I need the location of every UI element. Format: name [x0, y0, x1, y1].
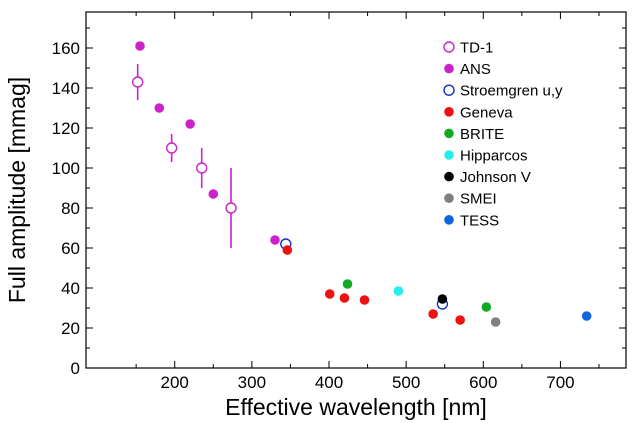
x-axis-title: Effective wavelength [nm]: [225, 394, 487, 420]
geneva-point: [324, 289, 335, 299]
legend-marker-johnson-v: [444, 171, 454, 182]
y-tick-label: 0: [71, 359, 80, 378]
legend-label-tess: TESS: [460, 212, 499, 229]
tess-point: [581, 311, 592, 321]
y-tick-label: 140: [52, 79, 80, 98]
ans-point: [154, 103, 165, 113]
data-points: [131, 41, 592, 327]
legend-label-stroemgren-u-y: Stroemgren u,y: [460, 83, 563, 100]
legend-label-ans: ANS: [460, 61, 491, 78]
legend-label-johnson-v: Johnson V: [460, 169, 531, 186]
geneva-point: [455, 315, 465, 325]
legend-label-hipparcos: Hipparcos: [460, 148, 528, 165]
td-1-point: [165, 142, 178, 154]
x-tick-label: 700: [546, 373, 574, 392]
legend-marker-ans: [444, 63, 454, 74]
smei-point: [490, 317, 501, 327]
td-1-point: [196, 162, 208, 174]
y-tick-label: 160: [52, 39, 80, 58]
legend-marker-tess: [444, 215, 454, 225]
legend-label-td-1: TD-1: [460, 40, 493, 57]
x-tick-label: 600: [469, 373, 497, 392]
geneva-point: [359, 295, 370, 305]
y-tick-label: 100: [52, 159, 80, 178]
legend-label-smei: SMEI: [460, 191, 497, 208]
legend-marker-brite: [444, 128, 454, 139]
plot-frame: [85, 11, 627, 369]
ans-point: [270, 235, 280, 245]
legend: TD-1 ANS Stroemgren u,y Geneva BRITE Hipparco…: [443, 40, 563, 229]
y-tick-label: 20: [61, 319, 80, 338]
x-tick-label: 500: [392, 373, 420, 392]
x-tick-label: 300: [238, 373, 266, 392]
legend-marker-smei: [444, 193, 454, 203]
axis-tick-labels: 200 300 400 500 600 700 0 20 40 60 80 100 120 140 160: [52, 39, 575, 392]
td-1-point: [131, 76, 144, 88]
legend-marker-stroemgren-u-y: [443, 84, 455, 96]
geneva-point: [282, 245, 293, 255]
geneva-point: [428, 309, 438, 319]
legend-marker-td-1: [443, 41, 455, 53]
y-tick-label: 80: [61, 199, 80, 218]
brite-point: [481, 302, 492, 312]
y-axis-title: Full amplitude [mmag]: [4, 77, 30, 303]
y-tick-label: 60: [61, 239, 80, 258]
brite-point: [342, 279, 353, 289]
legend-marker-hipparcos: [444, 150, 454, 160]
td-1-point: [225, 202, 237, 214]
y-tick-label: 40: [61, 279, 80, 298]
legend-label-geneva: Geneva: [460, 104, 513, 121]
hipparcos-point: [393, 286, 404, 296]
ans-point: [208, 189, 219, 199]
x-tick-label: 400: [315, 373, 343, 392]
geneva-point: [339, 293, 350, 303]
axis-ticks: [86, 12, 626, 369]
ans-point: [185, 119, 195, 129]
y-tick-label: 120: [52, 119, 80, 138]
legend-marker-geneva: [444, 107, 454, 117]
legend-label-brite: BRITE: [460, 126, 504, 143]
johnson-v-point: [437, 294, 448, 304]
ans-point: [135, 41, 145, 51]
x-tick-label: 200: [161, 373, 189, 392]
